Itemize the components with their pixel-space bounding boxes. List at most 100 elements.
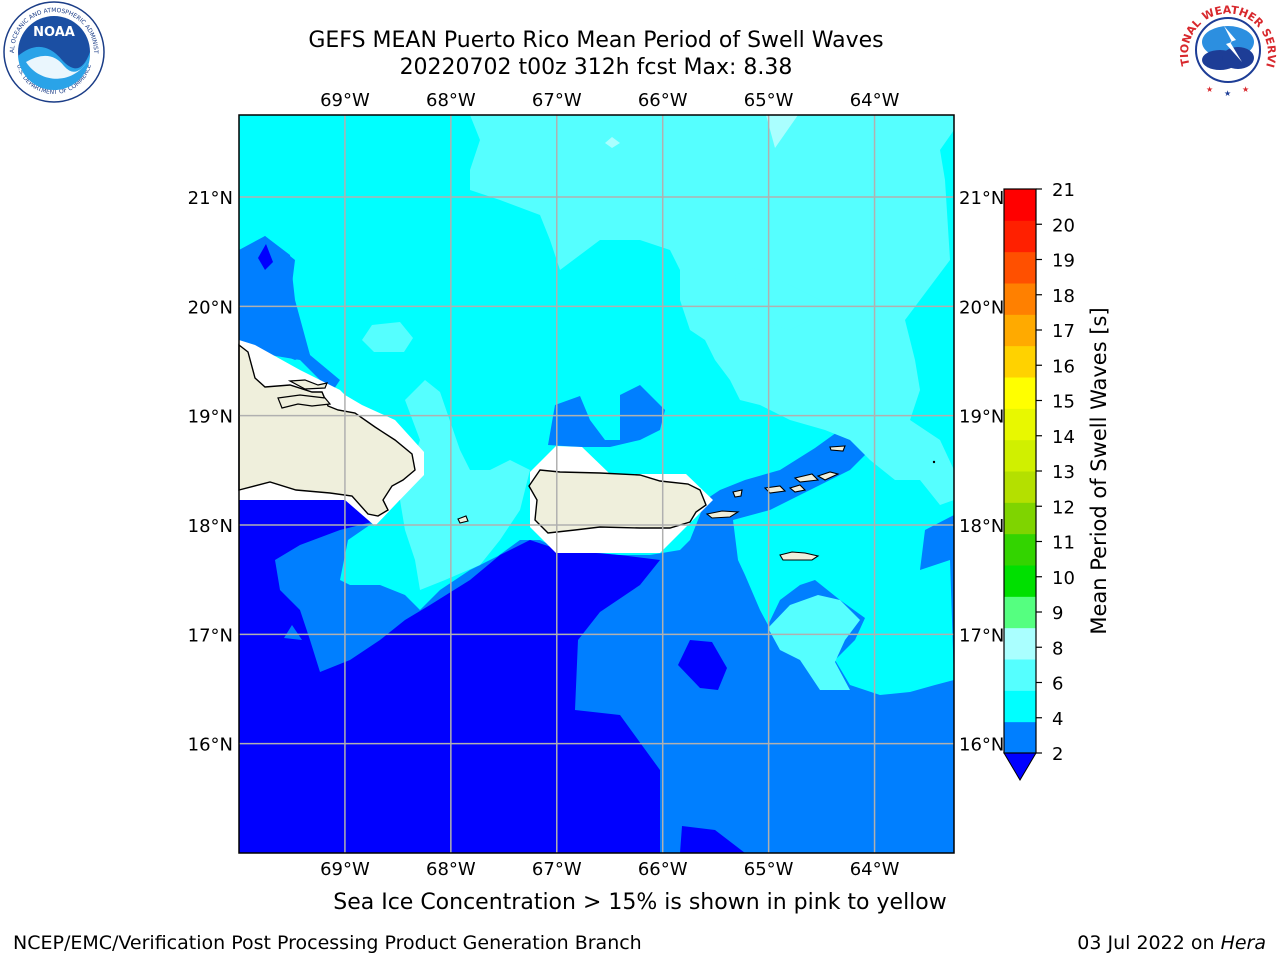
title-line-1: GEFS MEAN Puerto Rico Mean Period of Swe…	[308, 28, 884, 53]
svg-text:★: ★	[1224, 89, 1231, 98]
lon-label-bottom: 64°W	[850, 859, 900, 880]
lon-label-top: 69°W	[320, 90, 370, 111]
colorbar-tick-label: 8	[1052, 638, 1063, 659]
noaa-logo-text: NOAA	[33, 25, 75, 40]
lat-label-left: 18°N	[188, 516, 233, 537]
land-st-croix	[779, 551, 820, 561]
colorbar-block	[1004, 565, 1036, 597]
land-puerto-rico	[528, 469, 707, 534]
colorbar-tick-label: 6	[1052, 674, 1063, 695]
colorbar: 21 20 19 18 17 16 15 14 13 12 11 10 9 8 6 4 2 Mean Perio…	[1003, 180, 1111, 781]
colorbar-extend-arrow	[1003, 752, 1037, 781]
lat-label-right: 18°N	[959, 516, 1004, 537]
lat-label-right: 20°N	[959, 297, 1004, 318]
lat-label-left: 19°N	[188, 407, 233, 428]
colorbar-tick-label: 2	[1052, 744, 1063, 765]
band-6-8-blob-center	[400, 380, 530, 590]
noaa-logo: NATIONAL OCEANIC AND ATMOSPHERIC ADMINIS…	[2, 0, 105, 103]
sea-ice-note: Sea Ice Concentration > 15% is shown in …	[333, 890, 947, 915]
colorbar-block	[1004, 314, 1036, 347]
lon-labels-bottom: 69°W 68°W 67°W 66°W 65°W 64°W	[320, 859, 900, 880]
footer-host: Hera	[1220, 932, 1266, 954]
title-line-2: 20220702 t00z 312h fcst Max: 8.38	[399, 55, 793, 80]
colorbar-tick-label: 17	[1052, 321, 1075, 342]
colorbar-tick-label: 4	[1052, 709, 1063, 730]
lon-label-top: 64°W	[850, 90, 900, 111]
colorbar-tick-label: 12	[1052, 497, 1075, 518]
colorbar-block	[1004, 283, 1036, 315]
lon-label-bottom: 67°W	[532, 859, 582, 880]
land-hispaniola-cape	[287, 379, 328, 390]
lon-label-bottom: 69°W	[320, 859, 370, 880]
colorbar-block	[1004, 220, 1036, 253]
colorbar-tick-label: 9	[1052, 603, 1063, 624]
colorbar-tick-label: 13	[1052, 462, 1075, 483]
nws-logo: NATIONAL WEATHER SERVICE ★ ★ ★	[1176, 0, 1278, 99]
lat-label-left: 16°N	[188, 735, 233, 756]
land-tortola	[793, 473, 820, 483]
colorbar-tick-label: 21	[1052, 180, 1075, 201]
band-6-8	[470, 115, 954, 505]
land-mona-island	[457, 515, 469, 524]
colorbar-tick-label: 20	[1052, 215, 1075, 236]
colorbar-block	[1004, 251, 1036, 284]
lon-label-top: 66°W	[638, 90, 688, 111]
colorbar-block	[1004, 596, 1036, 629]
lon-label-bottom: 65°W	[744, 859, 794, 880]
lon-label-bottom: 66°W	[638, 859, 688, 880]
lon-label-top: 65°W	[744, 90, 794, 111]
colorbar-tick-label: 15	[1052, 392, 1075, 413]
band-2-4-blob-west	[239, 236, 310, 360]
lat-label-right: 21°N	[959, 188, 1004, 209]
band-6-8-blob-west	[362, 322, 413, 352]
colorbar-tick-label: 19	[1052, 251, 1075, 272]
colorbar-block	[1004, 721, 1036, 754]
colorbar-tick-label: 11	[1052, 533, 1075, 554]
svg-text:★: ★	[1242, 85, 1249, 94]
footer-date: 03 Jul 2022 on	[1077, 932, 1221, 954]
colorbar-block	[1004, 533, 1036, 566]
band-6-8-blob-east	[735, 268, 820, 330]
map-frame	[238, 114, 955, 854]
band-8-9-patch	[766, 115, 798, 148]
colorbar-block	[1004, 690, 1036, 723]
colorbar-block	[1004, 439, 1036, 472]
band-below-2-blob	[678, 640, 727, 690]
colorbar-block	[1004, 189, 1036, 221]
footer-left: NCEP/EMC/Verification Post Processing Pr…	[13, 932, 642, 954]
band-6-8-blob-south	[768, 595, 860, 690]
colorbar-tick-label: 14	[1052, 427, 1075, 448]
colorbar-block	[1004, 471, 1036, 503]
colorbar-tick-label: 18	[1052, 286, 1075, 307]
lon-label-top: 68°W	[426, 90, 476, 111]
land-virgin-gorda	[816, 471, 840, 481]
colorbar-ticks: 21 20 19 18 17 16 15 14 13 12 11 10 9 8 6 4 2	[1036, 180, 1075, 765]
lat-label-left: 20°N	[188, 297, 233, 318]
lat-label-right: 16°N	[959, 735, 1004, 756]
land-anegada	[829, 445, 846, 452]
land-speck	[932, 460, 936, 464]
land-hispaniola	[238, 343, 416, 517]
map-grid	[239, 115, 954, 853]
band-below-2-speck	[258, 244, 273, 270]
colorbar-block	[1004, 627, 1036, 660]
colorbar-tick-label: 10	[1052, 568, 1075, 589]
colorbar-block	[1004, 377, 1036, 409]
lat-labels-left: 21°N 20°N 19°N 18°N 17°N 16°N	[188, 188, 233, 756]
land-vieques	[705, 510, 740, 519]
colorbar-tick-label: 16	[1052, 356, 1075, 377]
band-8-9-patch-small	[605, 137, 620, 148]
colorbar-block	[1004, 345, 1036, 378]
lat-label-left: 21°N	[188, 188, 233, 209]
land-hispaniola-peninsula	[277, 394, 332, 409]
lat-labels-right: 21°N 20°N 19°N 18°N 17°N 16°N	[959, 188, 1004, 756]
land-st-john	[788, 484, 807, 493]
lon-label-top: 67°W	[532, 90, 582, 111]
lon-label-bottom: 68°W	[426, 859, 476, 880]
band-2-4-blob-south	[284, 625, 302, 640]
lat-label-right: 17°N	[959, 625, 1004, 646]
chart-title: GEFS MEAN Puerto Rico Mean Period of Swe…	[0, 27, 1192, 81]
colorbar-block	[1004, 408, 1036, 441]
land-culebra	[732, 489, 743, 498]
